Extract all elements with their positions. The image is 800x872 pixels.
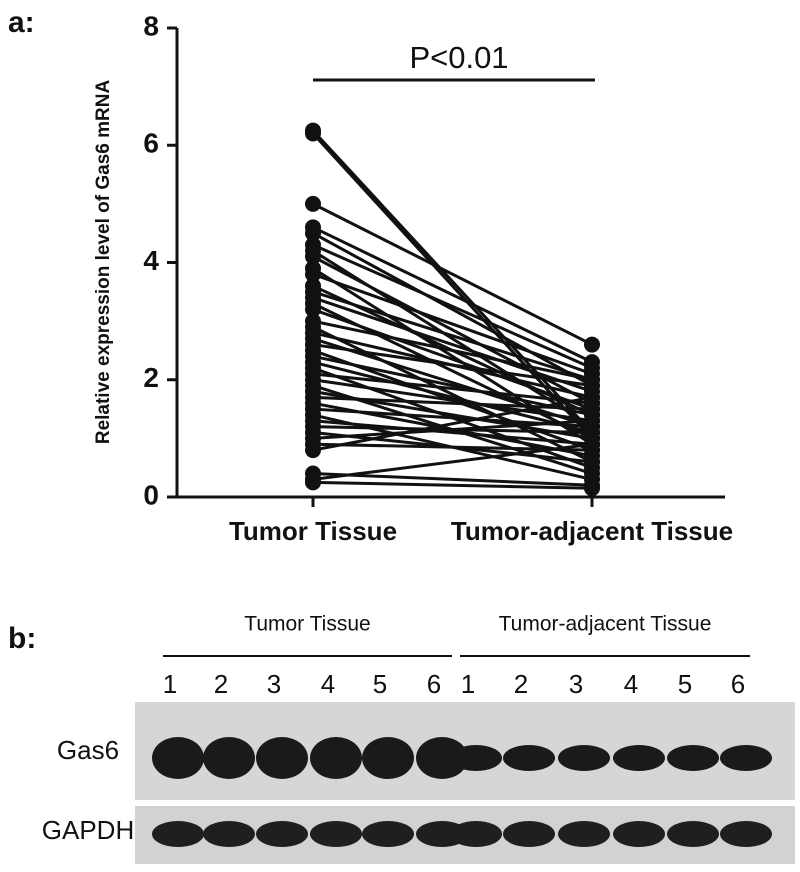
point <box>584 424 600 441</box>
band <box>720 821 772 847</box>
pair-line <box>312 225 593 364</box>
group-label: Tumor Tissue <box>244 613 370 636</box>
band <box>613 745 665 771</box>
lane-label: 4 <box>624 669 638 699</box>
y-tick-label: 8 <box>143 10 159 41</box>
lane-label: 5 <box>678 669 692 699</box>
row-label: GAPDH <box>42 815 134 845</box>
band <box>667 745 719 771</box>
x-tick-label: Tumor Tissue <box>229 516 397 546</box>
point <box>584 412 600 429</box>
x-tick-label: Tumor-adjacent Tissue <box>451 516 733 546</box>
band <box>503 745 555 771</box>
band <box>152 737 204 779</box>
lane-label: 3 <box>267 669 281 699</box>
band <box>203 821 255 847</box>
y-axis-label: Relative expression level of Gas6 mRNA <box>93 80 114 445</box>
annotation: P<0.01 <box>409 40 508 75</box>
point <box>584 401 600 418</box>
pair-line <box>312 202 593 346</box>
row-label: Gas6 <box>57 735 119 765</box>
y-tick-label: 4 <box>143 245 159 276</box>
lane-label: 4 <box>321 669 335 699</box>
band <box>362 821 414 847</box>
pair-line <box>312 378 593 423</box>
pair-line <box>311 129 594 434</box>
band <box>203 737 255 779</box>
point <box>305 266 321 283</box>
band <box>310 737 362 779</box>
pair-line <box>312 442 593 481</box>
pair-line <box>312 419 593 446</box>
lane-label: 1 <box>163 669 177 699</box>
point <box>584 436 600 453</box>
pair-line <box>312 296 593 393</box>
lane-label: 2 <box>514 669 528 699</box>
point <box>305 225 321 242</box>
band <box>503 821 555 847</box>
band <box>558 821 610 847</box>
band <box>416 737 468 779</box>
pair-line <box>312 395 593 452</box>
pair-line <box>312 480 593 490</box>
band <box>362 737 414 779</box>
band <box>667 821 719 847</box>
point <box>584 480 600 497</box>
pair-line <box>312 231 593 387</box>
panel-label: b: <box>8 622 36 655</box>
pair-line <box>312 243 593 370</box>
band <box>256 737 308 779</box>
pair-line <box>312 337 593 429</box>
lane-label: 2 <box>214 669 228 699</box>
pair-line <box>312 360 593 434</box>
band <box>256 821 308 847</box>
point <box>584 377 600 394</box>
point <box>305 442 321 459</box>
band <box>613 821 665 847</box>
band <box>450 745 502 771</box>
band <box>310 821 362 847</box>
band <box>558 745 610 771</box>
lane-label: 5 <box>373 669 387 699</box>
band <box>720 745 772 771</box>
band <box>152 821 204 847</box>
pair-line <box>312 472 593 487</box>
point <box>584 336 600 353</box>
y-tick-label: 2 <box>143 362 159 393</box>
point <box>305 125 321 142</box>
pair-line <box>312 343 593 388</box>
point <box>584 389 600 406</box>
point <box>305 248 321 265</box>
group-label: Tumor-adjacent Tissue <box>499 613 712 636</box>
pair-line <box>312 307 593 411</box>
lane-label: 1 <box>461 669 475 699</box>
lane-label: 3 <box>569 669 583 699</box>
point <box>305 195 321 212</box>
band <box>450 821 502 847</box>
pair-line <box>312 372 593 405</box>
pair-line <box>312 419 593 440</box>
point <box>584 453 600 470</box>
pair-line <box>312 290 593 382</box>
y-tick-label: 0 <box>143 479 159 510</box>
lane-label: 6 <box>427 669 441 699</box>
y-tick-label: 6 <box>143 128 159 159</box>
panel-label: a: <box>8 6 35 39</box>
point <box>305 474 321 491</box>
lane-label: 6 <box>731 669 745 699</box>
point <box>305 301 321 318</box>
pair-line <box>312 272 593 376</box>
pair-line <box>312 319 593 382</box>
